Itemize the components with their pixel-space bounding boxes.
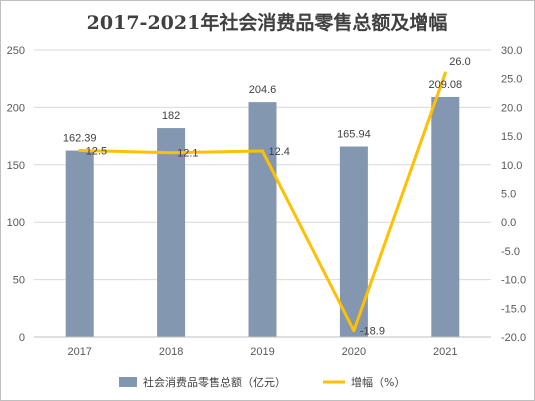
- x-tick-label: 2020: [342, 346, 366, 358]
- data-labels: 162.39 182 204.6 165.94 209.08 12.5 12.1 12.4 -1…: [63, 56, 471, 338]
- line-data-label: 26.0: [449, 56, 470, 68]
- y-right-tick-label: 30.0: [501, 45, 522, 57]
- axes: 0 50 100 150 200 250 -20.0 -15.0 -10.0 -5.0 0.0 5.0…: [7, 45, 526, 358]
- line-data-label: 12.1: [177, 148, 198, 160]
- bar-series: [65, 96, 460, 337]
- legend-line-label: 增幅（%）: [351, 375, 405, 389]
- y-right-tick-label: 5.0: [501, 189, 516, 201]
- bar-data-label: 182: [162, 110, 180, 122]
- y-left-tick-label: 100: [7, 217, 25, 229]
- y-right-tick-label: 15.0: [501, 131, 522, 143]
- y-right-tick-label: 20.0: [501, 102, 522, 114]
- line-series: [78, 71, 447, 333]
- y-right-tick-label: -15.0: [501, 303, 526, 315]
- bar-data-label: 204.6: [249, 84, 277, 96]
- y-left-tick-label: 200: [7, 102, 25, 114]
- bar: [431, 96, 460, 337]
- y-right-tick-label: 0.0: [501, 217, 516, 229]
- y-left-tick-label: 250: [7, 45, 25, 57]
- x-tick-label: 2017: [67, 346, 91, 358]
- chart-title: 2017-2021年社会消费品零售总额及增幅: [87, 11, 448, 34]
- bar-data-label: 162.39: [63, 133, 97, 145]
- y-left-tick-label: 150: [7, 160, 25, 172]
- legend-bar-swatch: [119, 377, 137, 387]
- x-tick-label: 2021: [433, 346, 457, 358]
- bar-data-label: 209.08: [428, 79, 462, 91]
- y-right-tick-label: -10.0: [501, 275, 526, 287]
- bar-data-label: 165.94: [337, 129, 371, 141]
- bar: [65, 150, 94, 337]
- y-left-tick-label: 50: [13, 275, 25, 287]
- line-data-label: -18.9: [360, 326, 385, 338]
- y-right-tick-label: 10.0: [501, 160, 522, 172]
- y-right-tick-label: -5.0: [501, 246, 520, 258]
- y-right-tick-label: 25.0: [501, 74, 522, 86]
- bar: [248, 102, 277, 337]
- legend-bar-label: 社会消费品零售总额（亿元）: [143, 375, 286, 389]
- y-left-tick-label: 0: [19, 332, 25, 344]
- line-data-label: 12.5: [86, 145, 107, 157]
- bar: [157, 128, 186, 337]
- legend: 社会消费品零售总额（亿元） 增幅（%）: [119, 375, 405, 389]
- x-tick-label: 2019: [250, 346, 274, 358]
- line-data-label: 12.4: [269, 146, 290, 158]
- x-tick-label: 2018: [159, 346, 183, 358]
- y-right-tick-label: -20.0: [501, 332, 526, 344]
- growth-line: [78, 71, 447, 333]
